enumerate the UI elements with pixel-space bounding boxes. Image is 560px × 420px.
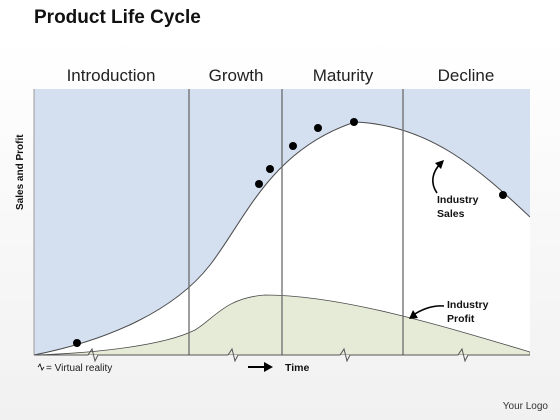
phase-label-growth: Growth: [208, 66, 264, 85]
industry-sales-label: Industry Sales: [437, 193, 478, 221]
sales-marker: [314, 124, 322, 132]
sales-marker: [350, 118, 358, 126]
x-axis-label: Time: [285, 362, 310, 374]
sales-curve: [34, 121, 530, 355]
logo-text: Your Logo: [502, 401, 548, 412]
industry-profit-label: Industry Profit: [447, 298, 488, 326]
industry-sales-line-2: Sales: [437, 208, 465, 220]
industry-profit-line-1: Industry: [447, 299, 489, 311]
sales-callout-arrow: [432, 160, 444, 194]
legend: = Virtual reality: [36, 363, 112, 374]
sales-marker: [289, 142, 297, 150]
legend-text: = Virtual reality: [46, 363, 113, 374]
phase-label-decline: Decline: [437, 66, 495, 85]
y-axis-label: Sales and Profit: [15, 134, 26, 210]
industry-sales-line-1: Industry: [437, 194, 479, 206]
time-arrow-icon: [248, 362, 273, 372]
profit-callout-arrow: [409, 305, 445, 319]
sales-marker: [255, 180, 263, 188]
phase-label-maturity: Maturity: [312, 66, 374, 85]
time-baseline: [34, 347, 530, 363]
sales-marker: [73, 339, 81, 347]
virtual-reality-icon: [37, 363, 45, 371]
page-title: Product Life Cycle: [34, 7, 201, 28]
sales-marker: [266, 165, 274, 173]
phase-label-introduction: Introduction: [66, 66, 156, 85]
industry-profit-line-2: Profit: [447, 313, 475, 325]
sales-marker: [499, 191, 507, 199]
